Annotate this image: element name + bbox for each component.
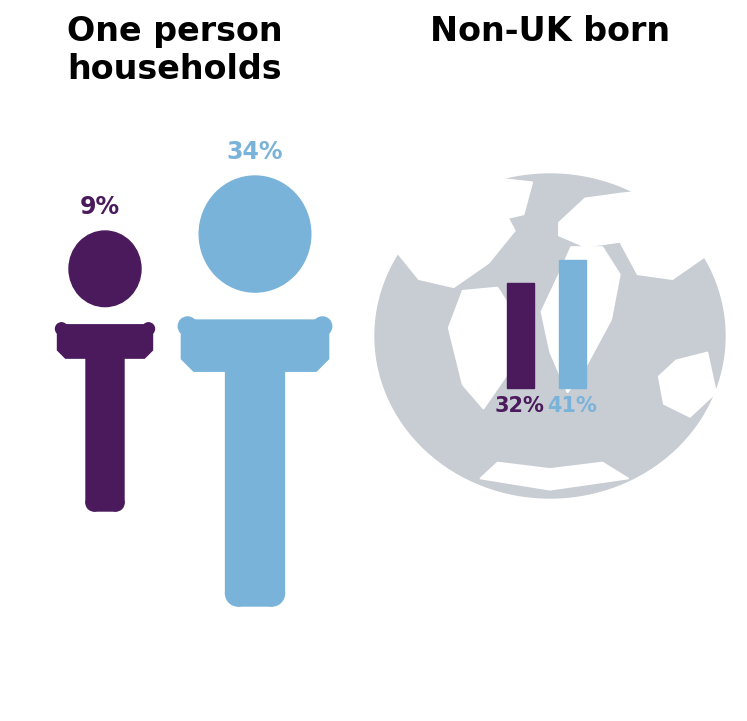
Polygon shape (453, 177, 533, 223)
Ellipse shape (199, 176, 311, 292)
Ellipse shape (375, 174, 725, 498)
Polygon shape (559, 193, 637, 247)
Polygon shape (620, 187, 716, 279)
Text: 32%: 32% (495, 396, 545, 416)
Ellipse shape (179, 317, 197, 335)
Text: 41%: 41% (547, 396, 597, 416)
Bar (559, 260, 586, 388)
Polygon shape (448, 288, 518, 409)
Ellipse shape (313, 317, 332, 335)
Bar (506, 283, 533, 388)
Text: One person
households: One person households (67, 15, 283, 87)
Ellipse shape (55, 323, 67, 335)
Polygon shape (58, 324, 152, 511)
Ellipse shape (143, 323, 155, 335)
Text: Non-UK born: Non-UK born (430, 15, 670, 48)
Polygon shape (542, 247, 620, 393)
Polygon shape (182, 320, 329, 606)
Polygon shape (392, 190, 515, 288)
Text: 9%: 9% (80, 195, 120, 219)
Ellipse shape (108, 495, 124, 511)
Polygon shape (659, 352, 716, 417)
Ellipse shape (69, 231, 141, 306)
Ellipse shape (260, 581, 285, 606)
Polygon shape (480, 462, 629, 490)
Ellipse shape (226, 581, 250, 606)
Ellipse shape (86, 495, 102, 511)
Text: 34%: 34% (227, 140, 283, 164)
